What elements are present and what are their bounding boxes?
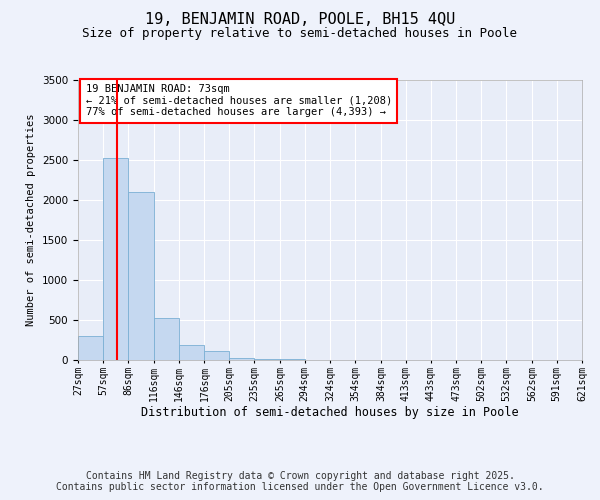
Bar	[205, 351, 229, 360]
Bar	[179, 345, 205, 360]
Bar	[78, 336, 103, 360]
Bar	[154, 318, 179, 360]
Text: 19, BENJAMIN ROAD, POOLE, BH15 4QU: 19, BENJAMIN ROAD, POOLE, BH15 4QU	[145, 12, 455, 28]
Y-axis label: Number of semi-detached properties: Number of semi-detached properties	[26, 114, 37, 326]
X-axis label: Distribution of semi-detached houses by size in Poole: Distribution of semi-detached houses by …	[141, 406, 519, 420]
Bar	[254, 359, 280, 360]
Bar	[229, 358, 254, 360]
Bar	[103, 158, 128, 360]
Text: Size of property relative to semi-detached houses in Poole: Size of property relative to semi-detach…	[83, 28, 517, 40]
Bar	[128, 192, 154, 360]
Text: Contains HM Land Registry data © Crown copyright and database right 2025.
Contai: Contains HM Land Registry data © Crown c…	[56, 471, 544, 492]
Text: 19 BENJAMIN ROAD: 73sqm
← 21% of semi-detached houses are smaller (1,208)
77% of: 19 BENJAMIN ROAD: 73sqm ← 21% of semi-de…	[86, 84, 392, 117]
